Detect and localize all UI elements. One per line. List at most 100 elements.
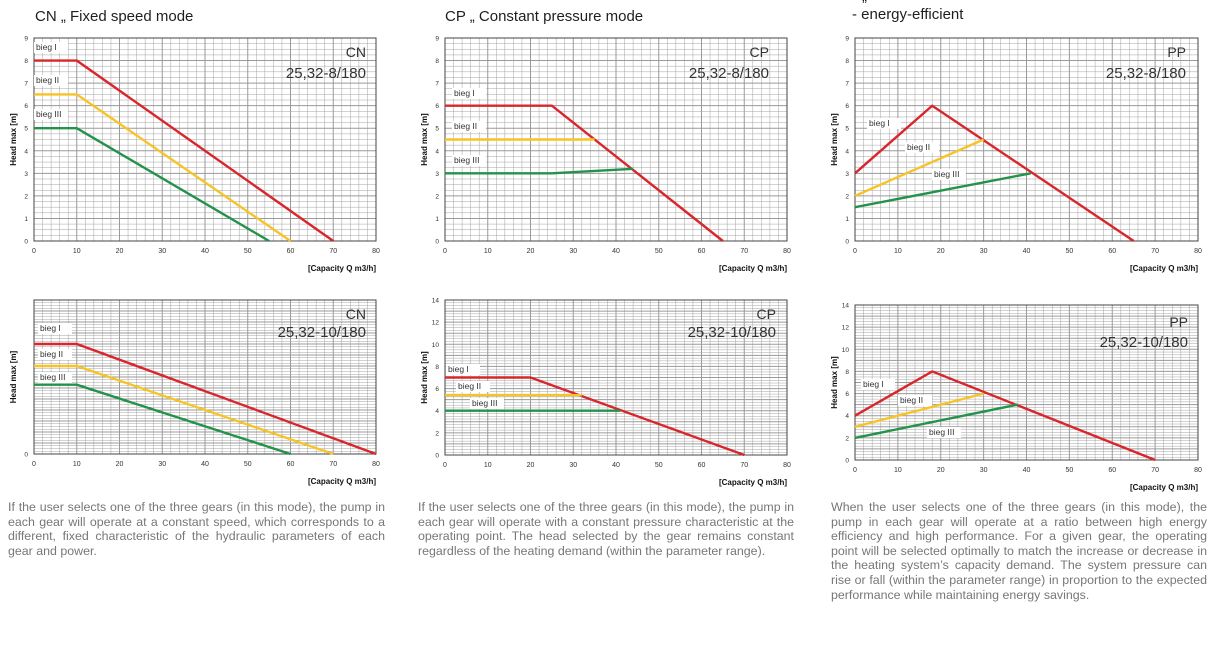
plot-frame xyxy=(854,37,1199,242)
chart-mode-label: CN xyxy=(346,44,366,60)
series-label-bg xyxy=(867,118,901,129)
chart-cp-8: 0 10 20 30 40 50 60 70 80 0 1 2 3 4 5 6 7 8 9 [Capacity Q m… xyxy=(408,30,808,285)
series-label-bg xyxy=(38,349,72,360)
x-tick-label: 60 xyxy=(698,462,706,469)
x-tick-label: 50 xyxy=(244,248,252,255)
series-label-bg xyxy=(452,121,486,132)
x-tick-label: 0 xyxy=(853,467,857,474)
series-line-2 xyxy=(854,392,984,428)
y-tick-label: 6 xyxy=(24,103,28,110)
x-tick-label: 20 xyxy=(937,248,945,255)
chart-pp-8: 0 10 20 30 40 50 60 70 80 0 1 2 3 4 5 6 7 8 9 [Capacity Q m… xyxy=(818,30,1214,285)
x-tick-label: 70 xyxy=(329,248,337,255)
chart-cp-10-svg: 0 10 20 30 40 50 60 70 80 0 2 4 6 8 10 12 14 [Capacity Q … xyxy=(420,298,791,488)
y-tick-label: 9 xyxy=(845,36,849,43)
series-label: bieg I xyxy=(869,118,890,128)
x-axis-label: [Capacity Q m3/h] xyxy=(719,478,787,487)
chart-cn-8: 0 10 20 30 40 50 60 70 80 0 1 2 3 4 5 6 7 8 9 [Capacity Q m… xyxy=(0,30,400,280)
series-label-bg xyxy=(452,155,486,166)
series-label-bg xyxy=(38,323,72,334)
series-label-bg xyxy=(898,395,932,406)
x-tick-label: 30 xyxy=(980,248,988,255)
y-tick-label: 8 xyxy=(435,364,439,371)
x-tick-label: 30 xyxy=(980,467,988,474)
x-tick-label: 0 xyxy=(853,248,857,255)
series-line-1 xyxy=(445,104,724,242)
y-tick-label: 3 xyxy=(435,171,439,178)
series-label: bieg I xyxy=(863,379,884,389)
series-label-bg xyxy=(932,169,966,180)
series-label-bg xyxy=(34,42,68,53)
x-tick-label: 60 xyxy=(1108,248,1116,255)
series-line-3 xyxy=(34,127,270,243)
x-axis-label: [Capacity Q m3/h] xyxy=(308,477,376,486)
y-tick-label: 3 xyxy=(24,171,28,178)
x-tick-label: 30 xyxy=(158,461,166,468)
series-label: bieg III xyxy=(36,109,62,119)
series-line-1 xyxy=(854,104,1135,242)
x-tick-label: 30 xyxy=(158,248,166,255)
grid xyxy=(854,37,1199,242)
chart-cn-10: 0 10 20 30 40 50 60 70 80 0 [Capacity Q m3/h] Head … xyxy=(0,290,400,490)
x-tick-label: 0 xyxy=(32,248,36,255)
x-tick-label: 50 xyxy=(1065,248,1073,255)
y-tick-label: 3 xyxy=(845,171,849,178)
chart-cn-8-svg: 0 10 20 30 40 50 60 70 80 0 1 2 3 4 5 6 7 8 9 [Capacity Q m… xyxy=(9,36,380,274)
y-tick-label: 0 xyxy=(845,239,849,246)
series-line-1 xyxy=(445,376,745,457)
x-tick-label: 50 xyxy=(1065,467,1073,474)
column-title-pp: „ xyxy=(862,0,867,5)
plot-frame xyxy=(854,304,1199,461)
series-label-bg xyxy=(861,379,895,390)
y-tick-label: 7 xyxy=(435,81,439,88)
series-label: bieg III xyxy=(934,169,960,179)
x-tick-label: 10 xyxy=(894,248,902,255)
x-tick-label: 10 xyxy=(484,462,492,469)
x-tick-label: 20 xyxy=(116,248,124,255)
y-tick-label: 2 xyxy=(435,193,439,200)
x-axis-label: [Capacity Q m3/h] xyxy=(719,264,787,273)
series-label-bg xyxy=(927,427,961,438)
x-tick-label: 20 xyxy=(937,467,945,474)
grid xyxy=(854,304,1199,461)
y-axis-label: Head max [m] xyxy=(830,113,839,166)
x-tick-label: 20 xyxy=(116,461,124,468)
y-tick-label: 2 xyxy=(24,193,28,200)
series-label: bieg III xyxy=(40,372,66,382)
series-label-bg xyxy=(34,109,68,120)
series-label: bieg I xyxy=(448,364,469,374)
y-tick-label: 0 xyxy=(24,452,28,459)
description-cn: If the user selects one of the three gea… xyxy=(8,500,385,558)
x-tick-label: 40 xyxy=(612,248,620,255)
x-tick-label: 40 xyxy=(1023,248,1031,255)
plot-frame xyxy=(33,299,377,455)
y-tick-label: 2 xyxy=(435,430,439,437)
chart-model-label: 25,32-10/180 xyxy=(688,324,776,341)
series-line-3 xyxy=(854,172,1032,209)
chart-mode-label: CP xyxy=(757,306,776,322)
y-tick-label: 9 xyxy=(24,36,28,43)
y-tick-label: 1 xyxy=(845,216,849,223)
series-line-3 xyxy=(445,167,634,175)
y-tick-label: 14 xyxy=(842,303,850,310)
y-tick-label: 8 xyxy=(845,369,849,376)
series-label: bieg III xyxy=(472,398,498,408)
x-tick-label: 0 xyxy=(443,248,447,255)
series-label: bieg II xyxy=(907,142,930,152)
y-tick-label: 2 xyxy=(845,193,849,200)
series-label: bieg II xyxy=(458,381,481,391)
y-tick-label: 10 xyxy=(432,342,440,349)
series-line-3 xyxy=(854,403,1019,440)
x-tick-label: 0 xyxy=(32,461,36,468)
y-tick-label: 5 xyxy=(845,126,849,133)
y-tick-label: 1 xyxy=(435,216,439,223)
series-label-bg xyxy=(905,142,939,153)
y-tick-label: 4 xyxy=(845,413,849,420)
x-tick-label: 70 xyxy=(329,461,337,468)
x-tick-label: 20 xyxy=(527,462,535,469)
x-tick-label: 10 xyxy=(894,467,902,474)
x-tick-label: 60 xyxy=(287,248,295,255)
y-tick-label: 4 xyxy=(24,148,28,155)
series-label-bg xyxy=(470,398,504,409)
chart-pp-10: 0 10 20 30 40 50 60 70 80 0 2 4 6 8 10 12 14 [Capacity Q … xyxy=(818,290,1214,495)
